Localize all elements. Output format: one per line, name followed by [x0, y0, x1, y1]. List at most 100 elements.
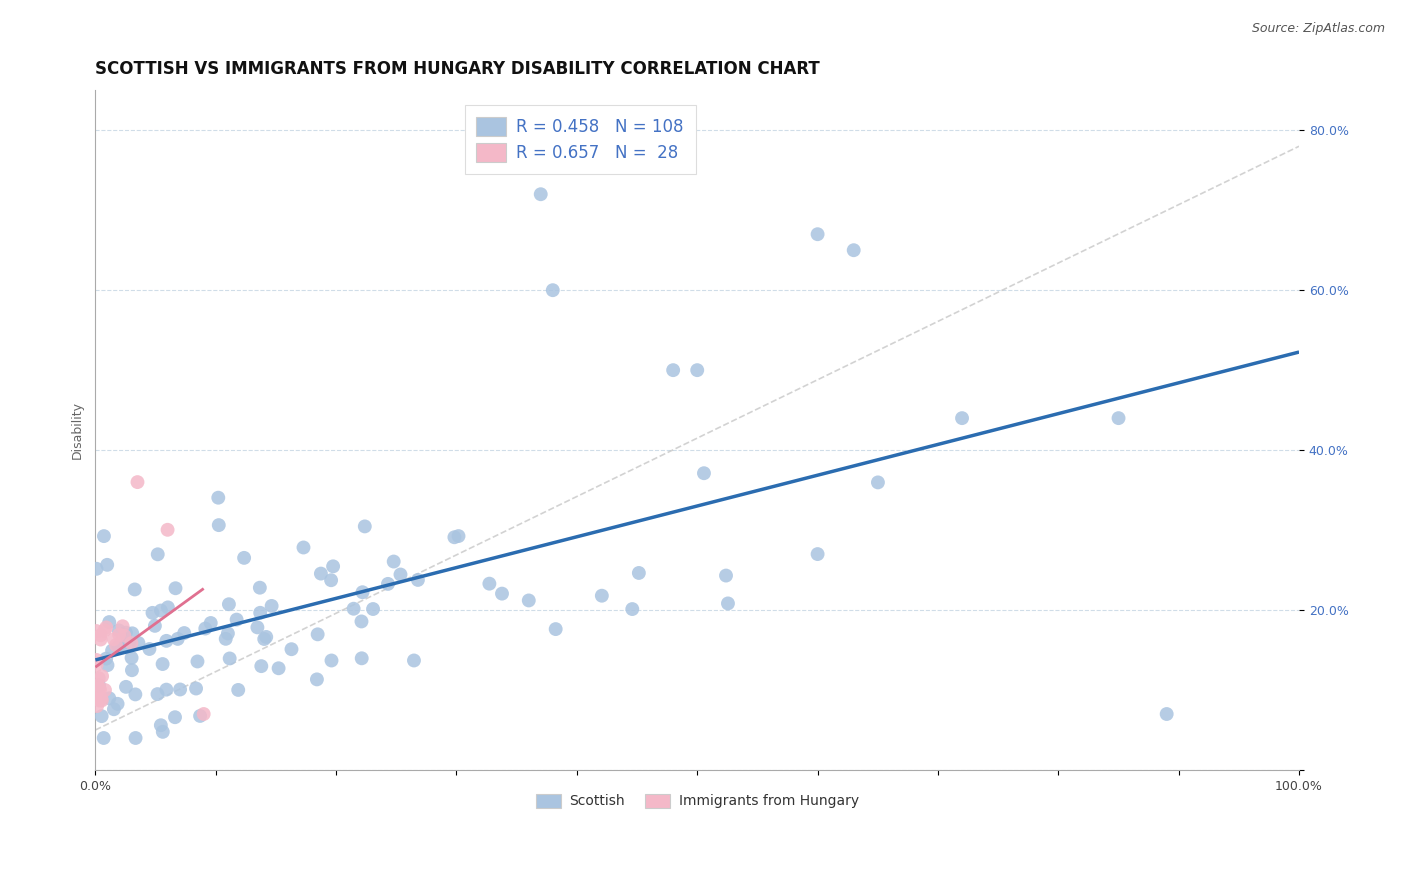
Point [186, 655, 208, 669]
Point [115, 625, 138, 640]
Point [389, 567, 412, 582]
Point [89, 693, 111, 707]
Point [1156, 706, 1178, 721]
Point [87, 671, 110, 685]
Point [207, 491, 229, 505]
Point [111, 619, 134, 633]
Point [544, 622, 567, 636]
Point [87, 685, 110, 699]
Point [156, 523, 179, 537]
Point [115, 680, 138, 694]
Point [443, 530, 465, 544]
Point [111, 632, 134, 646]
Point [402, 653, 425, 667]
Point [807, 227, 830, 242]
Point [91, 669, 114, 683]
Point [163, 710, 186, 724]
Point [591, 589, 613, 603]
Point [246, 620, 269, 634]
Text: SCOTTISH VS IMMIGRANTS FROM HUNGARY DISABILITY CORRELATION CHART: SCOTTISH VS IMMIGRANTS FROM HUNGARY DISA… [96, 60, 820, 78]
Point [98, 691, 121, 706]
Point [149, 718, 172, 732]
Point [121, 626, 143, 640]
Point [96, 651, 118, 665]
Point [226, 682, 249, 697]
Point [121, 663, 143, 677]
Point [90, 709, 112, 723]
Point [90, 691, 112, 706]
Point [155, 682, 177, 697]
Point [267, 661, 290, 675]
Point [89, 690, 111, 704]
Point [120, 636, 142, 650]
Point [173, 626, 195, 640]
Point [107, 697, 129, 711]
Point [662, 363, 685, 377]
Point [127, 636, 149, 650]
Point [350, 615, 373, 629]
Point [478, 576, 501, 591]
Point [111, 640, 134, 654]
Point [353, 519, 375, 533]
Point [96, 558, 118, 572]
Point [90, 628, 112, 642]
Point [260, 599, 283, 613]
Point [307, 627, 329, 641]
Point [188, 709, 211, 723]
Point [686, 363, 709, 377]
Point [87, 679, 110, 693]
Point [807, 547, 830, 561]
Point [93, 731, 115, 745]
Point [253, 632, 276, 646]
Point [714, 568, 737, 582]
Point [90, 693, 112, 707]
Point [350, 651, 373, 665]
Point [352, 585, 374, 599]
Point [218, 597, 240, 611]
Point [169, 682, 191, 697]
Point [141, 606, 163, 620]
Point [377, 577, 399, 591]
Point [86, 624, 108, 638]
Point [621, 602, 644, 616]
Point [866, 475, 889, 490]
Point [530, 187, 553, 202]
Point [124, 582, 146, 597]
Point [121, 650, 143, 665]
Point [717, 596, 740, 610]
Point [90, 632, 112, 647]
Point [103, 702, 125, 716]
Point [233, 550, 256, 565]
Point [249, 606, 271, 620]
Point [321, 653, 343, 667]
Point [146, 687, 169, 701]
Point [87, 681, 110, 696]
Point [86, 658, 108, 673]
Point [124, 687, 146, 701]
Point [155, 633, 177, 648]
Point [118, 636, 141, 650]
Point [382, 555, 405, 569]
Point [86, 562, 108, 576]
Point [152, 657, 174, 671]
Point [280, 642, 302, 657]
Point [218, 651, 240, 665]
Point [152, 724, 174, 739]
Point [108, 624, 131, 638]
Point [361, 602, 384, 616]
Point [343, 601, 366, 615]
Point [200, 615, 222, 630]
Point [86, 698, 108, 713]
Point [627, 566, 650, 580]
Point [254, 630, 277, 644]
Point [143, 619, 166, 633]
Y-axis label: Disability: Disability [72, 401, 84, 459]
Point [305, 673, 328, 687]
Point [842, 243, 865, 257]
Point [96, 620, 118, 634]
Point [101, 643, 124, 657]
Point [93, 624, 115, 638]
Point [127, 475, 149, 489]
Point [87, 678, 110, 692]
Point [249, 581, 271, 595]
